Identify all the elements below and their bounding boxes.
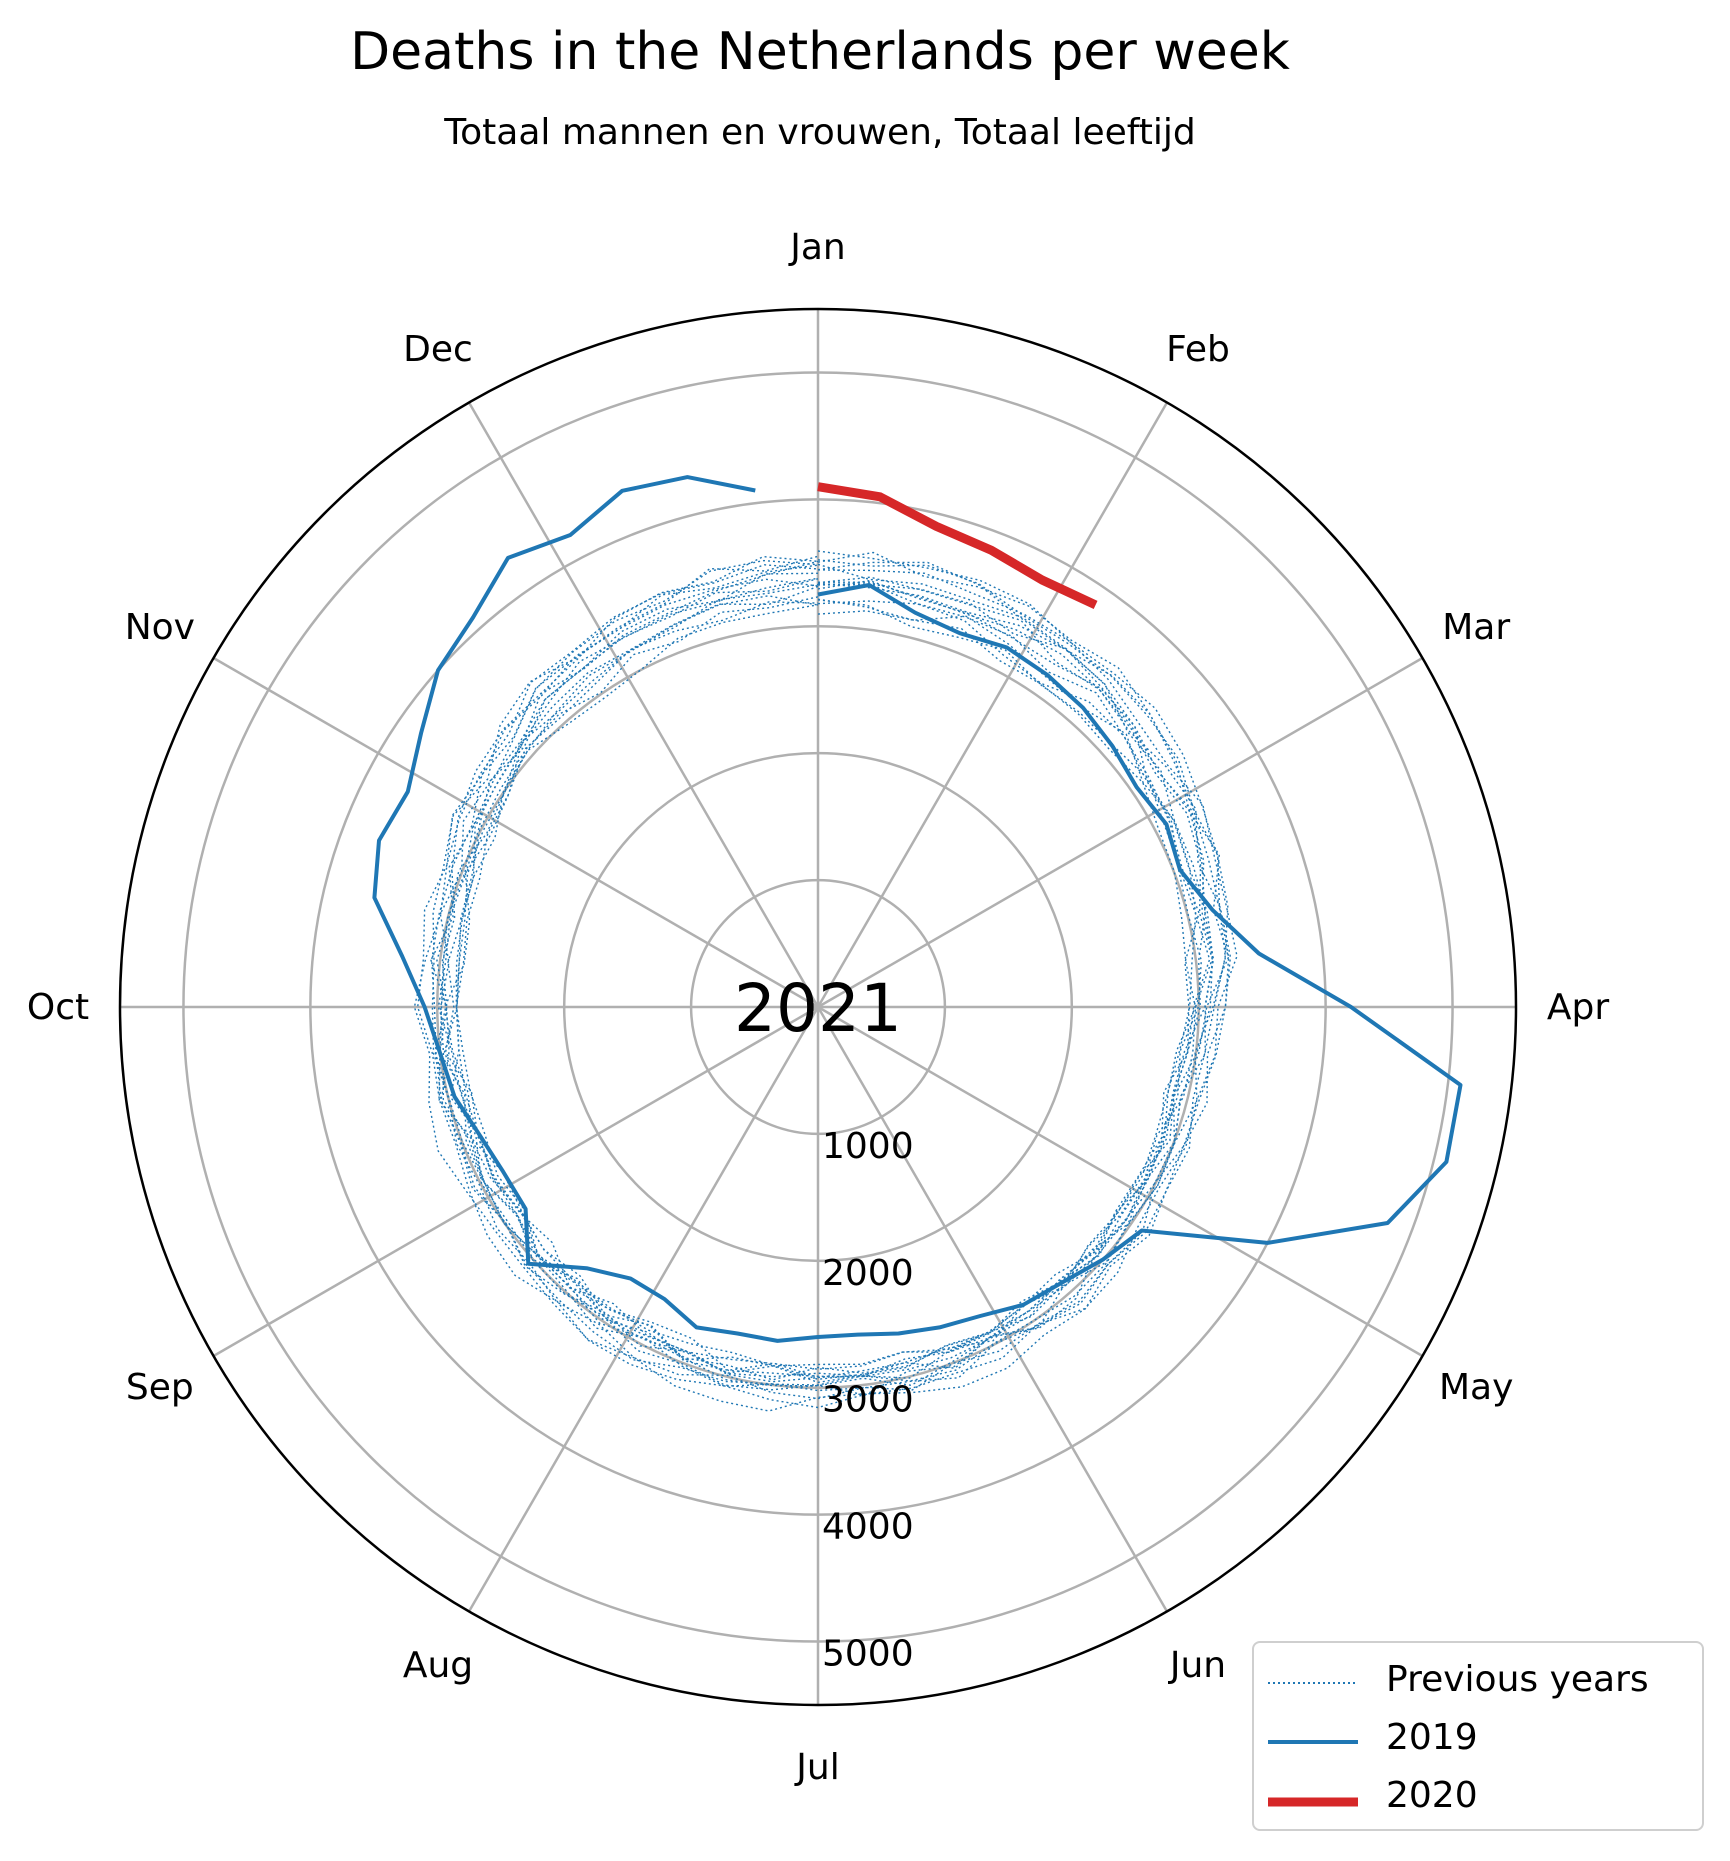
month-label-feb: Feb	[1166, 329, 1230, 370]
month-label-oct: Oct	[27, 987, 89, 1028]
previous-years-lines	[413, 550, 1238, 1412]
series-line-previous-year	[431, 551, 1230, 1400]
spoke-mar	[817, 656, 1424, 1009]
legend-swatch-2020	[1268, 1797, 1358, 1807]
legend-swatch-2019	[1268, 1740, 1358, 1744]
series-line-previous-year	[455, 600, 1200, 1367]
month-label-jul: Jul	[794, 1747, 839, 1788]
series-line-previous-year	[437, 576, 1213, 1381]
radial-tick-label-5000: 5000	[822, 1634, 914, 1675]
series-line-previous-year	[439, 560, 1214, 1379]
series-line-previous-year	[444, 604, 1197, 1370]
series-line-previous-year	[444, 583, 1203, 1378]
month-label-mar: Mar	[1442, 607, 1510, 648]
month-label-jun: Jun	[1168, 1645, 1226, 1686]
series-line-previous-year	[438, 559, 1227, 1388]
spoke-dec	[467, 401, 820, 1008]
chart-subtitle: Totaal mannen en vrouwen, Totaal leeftij…	[444, 112, 1196, 153]
spoke-sep	[212, 1005, 819, 1358]
series-line-previous-year	[439, 577, 1215, 1387]
month-label-nov: Nov	[125, 607, 195, 648]
series-lines	[372, 475, 1463, 1343]
spoke-feb	[816, 401, 1169, 1008]
legend-label-2020: 2020	[1386, 1775, 1478, 1816]
radial-tick-label-2000: 2000	[822, 1253, 914, 1294]
month-label-apr: Apr	[1547, 987, 1609, 1028]
legend-item-previous-years: Previous years	[1254, 1653, 1702, 1713]
series-line-previous-year	[450, 572, 1207, 1381]
month-label-dec: Dec	[403, 329, 473, 370]
legend-label-2019: 2019	[1386, 1717, 1478, 1758]
spoke-aug	[467, 1006, 820, 1613]
legend: Previous years 2019 2020	[1252, 1641, 1704, 1831]
spoke-may	[817, 1005, 1424, 1358]
month-label-aug: Aug	[403, 1645, 473, 1686]
month-label-jan: Jan	[788, 227, 846, 268]
legend-item-2020: 2020	[1254, 1769, 1702, 1829]
chart-title: Deaths in the Netherlands per week	[350, 22, 1290, 82]
legend-label-previous-years: Previous years	[1386, 1659, 1649, 1700]
center-year-label: 2021	[734, 970, 902, 1047]
radial-tick-label-4000: 4000	[822, 1507, 914, 1548]
series-line-previous-year	[443, 596, 1197, 1384]
month-label-sep: Sep	[126, 1367, 194, 1408]
spoke-jun	[816, 1006, 1169, 1613]
series-line-2020	[817, 482, 1098, 609]
legend-swatch-previous-years	[1268, 1682, 1358, 1684]
series-line-2019	[372, 475, 1463, 1343]
series-line-previous-year	[430, 550, 1229, 1392]
month-label-may: May	[1439, 1367, 1513, 1408]
series-line-previous-year	[416, 564, 1238, 1409]
polar-frame	[118, 307, 1518, 1707]
axis-labels: Jan Feb Mar Apr May Jun Jul Aug Sep Oct Nov Dec 1000…	[27, 227, 1609, 1788]
spoke-nov	[212, 656, 819, 1009]
radial-tick-label-3000: 3000	[822, 1380, 914, 1421]
legend-item-2019: 2019	[1254, 1711, 1702, 1771]
radial-tick-label-1000: 1000	[822, 1126, 914, 1167]
series-line-previous-year	[456, 579, 1214, 1379]
polar-grid	[118, 307, 1518, 1707]
